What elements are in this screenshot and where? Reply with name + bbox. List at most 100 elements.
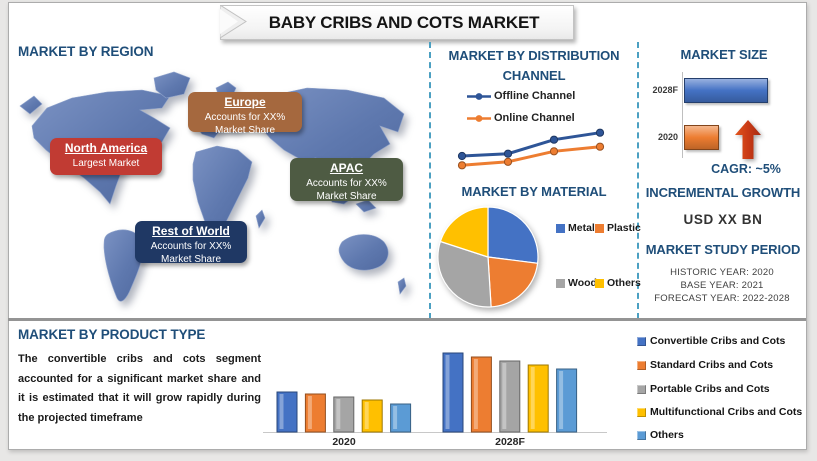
bar-2028f	[684, 78, 768, 103]
chart-shape	[595, 142, 605, 151]
legend-label: Wood	[568, 277, 597, 289]
material-heading: MARKET BY MATERIAL	[461, 184, 607, 199]
callout-rest-of-world: Rest of World Accounts for XX% Market Sh…	[135, 221, 247, 265]
material-pie-wrap	[434, 202, 544, 312]
distribution-line-chart	[457, 128, 605, 170]
callout-subtitle: Accounts for XX%	[306, 177, 387, 189]
legend-label: Offline Channel	[494, 90, 576, 102]
chart-shape	[530, 367, 535, 429]
legend-online-channel: Online Channel	[466, 112, 575, 124]
bar-legend-convertible: Convertible Cribs and Cots	[637, 335, 785, 347]
region-heading: MARKET BY REGION	[18, 44, 154, 59]
chart-shape	[336, 399, 341, 429]
product-type-heading: MARKET BY PRODUCT TYPE	[18, 327, 206, 342]
callout-subtitle: Largest Market	[72, 157, 140, 169]
chart-shape	[457, 161, 467, 170]
legend-label: Others	[607, 277, 641, 289]
market-size-axis	[682, 72, 683, 158]
banner-fold-icon	[220, 5, 247, 38]
chart-shape	[502, 363, 507, 429]
line-marker-icon	[467, 92, 491, 100]
chart-shape	[304, 393, 326, 433]
chart-shape	[499, 360, 521, 433]
legend-label: Online Channel	[494, 112, 575, 124]
incremental-growth-heading: INCREMENTAL GROWTH	[645, 185, 801, 200]
pie-legend-metal: Metal	[556, 222, 595, 234]
chart-shape	[437, 240, 492, 308]
legend-label: Multifunctional Cribs and Cots	[650, 406, 803, 418]
title-banner: BABY CRIBS AND COTS MARKET	[220, 5, 574, 40]
page-title: BABY CRIBS AND COTS MARKET	[268, 12, 540, 32]
bar-legend-portable: Portable Cribs and Cots	[637, 383, 770, 395]
bar-legend-others: Others	[637, 429, 684, 441]
chart-shape	[527, 364, 549, 433]
callout-europe: Europe Accounts for XX% Market Share	[188, 92, 302, 136]
callout-subtitle: Market Share	[316, 190, 377, 202]
line-marker-icon	[467, 114, 491, 122]
bar-legend-multifunctional: Multifunctional Cribs and Cots	[637, 406, 802, 418]
callout-apac: APAC Accounts for XX% Market Share	[290, 158, 403, 202]
legend-swatch	[595, 223, 604, 233]
legend-swatch	[637, 336, 646, 346]
market-size-heading: MARKET SIZE	[680, 47, 768, 62]
chart-shape	[549, 135, 559, 144]
callout-title: APAC	[329, 161, 364, 175]
forecast-year: FORECAST YEAR: 2022-2028	[654, 293, 790, 304]
bar-legend-standard: Standard Cribs and Cots	[637, 359, 773, 371]
bar-2020	[684, 125, 719, 150]
chart-shape	[487, 206, 539, 264]
horizontal-divider	[8, 318, 806, 321]
chart-shape	[556, 368, 578, 433]
chart-shape	[559, 371, 564, 429]
axis-label-2020: 2020	[332, 436, 356, 448]
growth-arrow-icon	[735, 120, 761, 159]
legend-swatch	[637, 407, 646, 417]
legend-label: Metal	[568, 222, 595, 234]
chart-shape	[390, 403, 412, 433]
callout-subtitle: Market Share	[160, 253, 222, 265]
callout-title: Europe	[224, 95, 266, 109]
callout-subtitle: Market Share	[214, 124, 276, 136]
legend-swatch	[637, 360, 646, 370]
chart-shape	[470, 356, 492, 433]
chart-shape	[473, 359, 478, 429]
chart-shape	[595, 128, 605, 137]
bar-label-2028f: 2028F	[652, 85, 678, 95]
chart-shape	[461, 131, 601, 158]
distribution-heading: MARKET BY DISTRIBUTION CHANNEL	[448, 48, 620, 84]
legend-label: Portable Cribs and Cots	[650, 383, 770, 395]
chart-shape	[364, 402, 369, 429]
chart-shape	[487, 256, 539, 308]
chart-shape	[503, 149, 513, 158]
product-type-bar-chart	[263, 352, 607, 433]
legend-swatch	[637, 384, 646, 394]
chart-shape	[361, 399, 383, 433]
callout-subtitle: Accounts for XX%	[204, 111, 286, 123]
product-type-paragraph: The convertible cribs and cots segment a…	[18, 353, 261, 424]
legend-swatch	[556, 278, 565, 288]
legend-label: Plastic	[607, 222, 641, 234]
chart-shape	[276, 391, 298, 433]
historic-year: HISTORIC YEAR: 2020	[670, 267, 774, 278]
chart-shape	[457, 151, 467, 161]
vertical-divider-right	[637, 42, 639, 319]
chart-shape	[503, 157, 513, 166]
chart-shape	[307, 396, 312, 429]
base-year: BASE YEAR: 2021	[680, 280, 764, 291]
study-period-heading: MARKET STUDY PERIOD	[645, 242, 801, 257]
legend-label: Convertible Cribs and Cots	[650, 335, 786, 347]
legend-swatch	[595, 278, 604, 288]
chart-shape	[461, 145, 601, 167]
legend-label: Others	[650, 429, 684, 441]
vertical-divider-left	[429, 42, 431, 319]
axis-label-2028f: 2028F	[495, 436, 525, 448]
chart-shape	[279, 394, 284, 429]
chart-shape	[549, 147, 559, 156]
cagr-text: CAGR: ~5%	[711, 162, 781, 176]
callout-subtitle: Accounts for XX%	[150, 240, 232, 252]
pie-legend-wood: Wood	[556, 277, 597, 289]
legend-swatch	[556, 223, 565, 233]
chart-shape	[393, 406, 398, 429]
bar-label-2020: 2020	[657, 132, 678, 142]
callout-title: North America	[64, 141, 148, 155]
